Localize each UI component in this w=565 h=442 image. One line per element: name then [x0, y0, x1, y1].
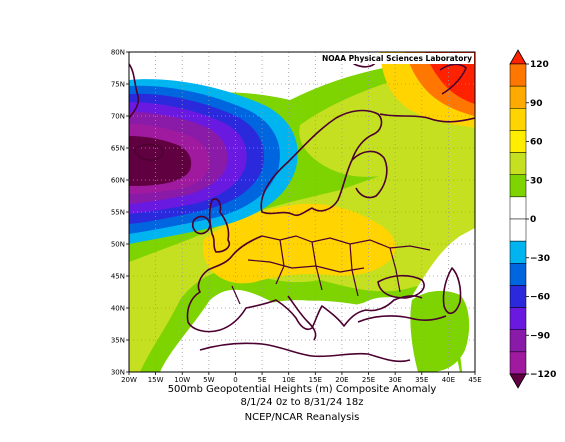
- coast-black-sea: [377, 274, 425, 299]
- colorbar-label: 120: [530, 60, 549, 70]
- lon-tick-label: 5W: [203, 376, 214, 384]
- coast-ireland: [191, 215, 211, 235]
- lat-tick-label: 55N: [111, 209, 125, 217]
- colorbar: 120 90 60 30 0 −30 −60 −90 −120: [509, 49, 556, 389]
- title-line-2: 8/1/24 0z to 8/31/24 18z: [240, 397, 363, 408]
- colorbar-segment: [509, 85, 527, 109]
- borders-north-south-2: [311, 241, 323, 291]
- colorbar-max-arrow: [509, 49, 527, 65]
- lon-tick-label: 20E: [335, 376, 348, 384]
- lon-tick-label: 30E: [388, 376, 401, 384]
- lat-tick-label: 70N: [111, 113, 125, 121]
- lat-tick-label: 75N: [111, 81, 125, 89]
- lat-tick-label: 30N: [111, 369, 125, 377]
- credit-box: [322, 53, 474, 64]
- colorbar-label: −120: [530, 370, 556, 380]
- lon-tick-label: 0: [233, 376, 237, 384]
- lon-tick-label: 15W: [148, 376, 164, 384]
- borders-north-south-1: [275, 239, 285, 285]
- lon-tick-label: 40E: [442, 376, 455, 384]
- title-line-1: 500mb Geopotential Heights (m) Composite…: [168, 384, 437, 395]
- coast-finland: [351, 150, 388, 199]
- field-neg-105-120: [129, 136, 192, 186]
- coast-continent: [186, 235, 423, 333]
- coast-novaya-zemlya: [439, 63, 467, 95]
- coast-turkey: [357, 315, 447, 323]
- colorbar-label: 0: [530, 215, 536, 225]
- borders-east: [389, 247, 401, 293]
- coast-italy: [287, 295, 317, 341]
- coast-scandinavia: [260, 109, 383, 217]
- colorbar-segment: [509, 329, 527, 353]
- colorbar-segment: [509, 240, 527, 264]
- borders: [231, 235, 431, 305]
- lat-tick-label: 50N: [111, 241, 125, 249]
- coast-arctic-russia: [379, 113, 475, 123]
- colorbar-label: 30: [530, 176, 543, 186]
- anomaly-field: [129, 52, 475, 372]
- lon-tick-label: 10W: [174, 376, 190, 384]
- colorbar-segment: [509, 63, 527, 87]
- coast-greenland: [129, 63, 140, 119]
- colorbar-label: 60: [530, 138, 543, 148]
- colorbar-segment: [509, 196, 527, 220]
- borders-west-south: [247, 259, 365, 273]
- colorbar-segment: [509, 285, 527, 308]
- colorbar-segment: [509, 152, 527, 175]
- coast-britain: [208, 198, 231, 253]
- coast-iceland: [133, 143, 164, 161]
- title-line-3: NCEP/NCAR Reanalysis: [245, 412, 360, 423]
- lon-tick-label: 15E: [309, 376, 322, 384]
- colorbar-segment: [509, 108, 527, 131]
- lon-tick-label: 45E: [468, 376, 481, 384]
- lon-tick-label: 20W: [121, 376, 137, 384]
- colorbar-segment: [509, 263, 527, 286]
- borders-iberia: [231, 285, 241, 305]
- colorbar-segment: [509, 351, 527, 375]
- lon-tick-label: 5E: [258, 376, 267, 384]
- map-axes: 20W 15W 10W 5W 0 5E 10E 15E 20E 25E 30E 35E 40E 45E 30…: [111, 49, 482, 385]
- colorbar-segment: [509, 174, 527, 198]
- colorbar-segment: [509, 307, 527, 330]
- colorbar-label: −30: [530, 254, 550, 264]
- credit-label: NOAA Physical Sciences Laboratory: [322, 54, 472, 63]
- lat-tick-label: 35N: [111, 337, 125, 345]
- field-pos-strong: [202, 203, 396, 284]
- lat-tick-label: 65N: [111, 145, 125, 153]
- colorbar-segment: [509, 218, 527, 242]
- lon-tick-label: 10E: [282, 376, 295, 384]
- lon-tick-label: 25E: [362, 376, 375, 384]
- borders-central-europe: [261, 235, 431, 251]
- colorbar-label: −60: [530, 293, 550, 303]
- lat-tick-label: 40N: [111, 305, 125, 313]
- lat-tick-label: 45N: [111, 273, 125, 281]
- coast-caspian: [442, 267, 462, 314]
- colorbar-label: 90: [530, 99, 543, 109]
- colorbar-label: −90: [530, 331, 550, 341]
- colorbar-segment: [509, 130, 527, 153]
- lat-tick-label: 80N: [111, 49, 125, 57]
- lat-tick-label: 60N: [111, 177, 125, 185]
- colorbar-min-arrow: [509, 373, 527, 389]
- borders-north-south-3: [349, 243, 359, 297]
- coast-north-africa: [199, 342, 411, 363]
- lon-tick-label: 35E: [415, 376, 428, 384]
